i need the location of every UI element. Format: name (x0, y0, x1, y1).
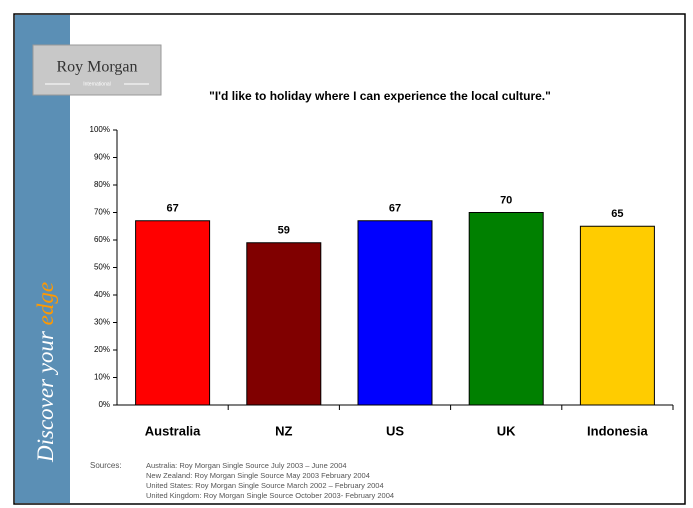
y-tick-label: 100% (90, 125, 110, 134)
y-tick-label: 30% (94, 318, 110, 327)
x-tick-label: Australia (145, 423, 201, 438)
bar (135, 220, 211, 406)
y-tick-label: 80% (94, 180, 110, 189)
bar (246, 242, 322, 406)
chart-title: "I'd like to holiday where I can experie… (209, 89, 551, 103)
logo-sub: International (83, 81, 111, 87)
source-line: New Zealand: Roy Morgan Single Source Ma… (146, 471, 370, 480)
logo: Roy Morgan (56, 59, 137, 76)
tagline-end: edge (33, 282, 58, 325)
y-tick-label: 0% (98, 400, 110, 409)
bar (357, 220, 433, 406)
x-tick-label: UK (497, 423, 516, 438)
sidebar (15, 15, 70, 503)
tagline-start: Discover your (33, 330, 58, 463)
source-line: Australia: Roy Morgan Single Source July… (146, 461, 347, 470)
source-line: United Kingdom: Roy Morgan Single Source… (146, 491, 394, 500)
y-tick-label: 90% (94, 153, 110, 162)
x-tick-label: Indonesia (587, 423, 648, 438)
tagline: Discover your edge (33, 282, 58, 463)
logo-box (32, 44, 162, 96)
y-tick-label: 10% (94, 373, 110, 382)
x-tick-label: US (386, 423, 404, 438)
y-tick-label: 70% (94, 208, 110, 217)
slide-border (13, 13, 686, 505)
x-tick-label: NZ (275, 423, 292, 438)
data-label: 59 (278, 225, 290, 237)
y-tick-label: 50% (94, 263, 110, 272)
source-line: United States: Roy Morgan Single Source … (146, 481, 384, 490)
y-tick-label: 40% (94, 290, 110, 299)
data-label: 67 (166, 203, 178, 215)
data-label: 67 (389, 203, 401, 215)
data-label: 65 (611, 208, 623, 220)
sources-label: Sources: (90, 461, 122, 470)
bar (579, 225, 655, 406)
data-label: 70 (500, 194, 512, 206)
bar (468, 212, 544, 406)
y-tick-label: 20% (94, 345, 110, 354)
y-tick-label: 60% (94, 235, 110, 244)
